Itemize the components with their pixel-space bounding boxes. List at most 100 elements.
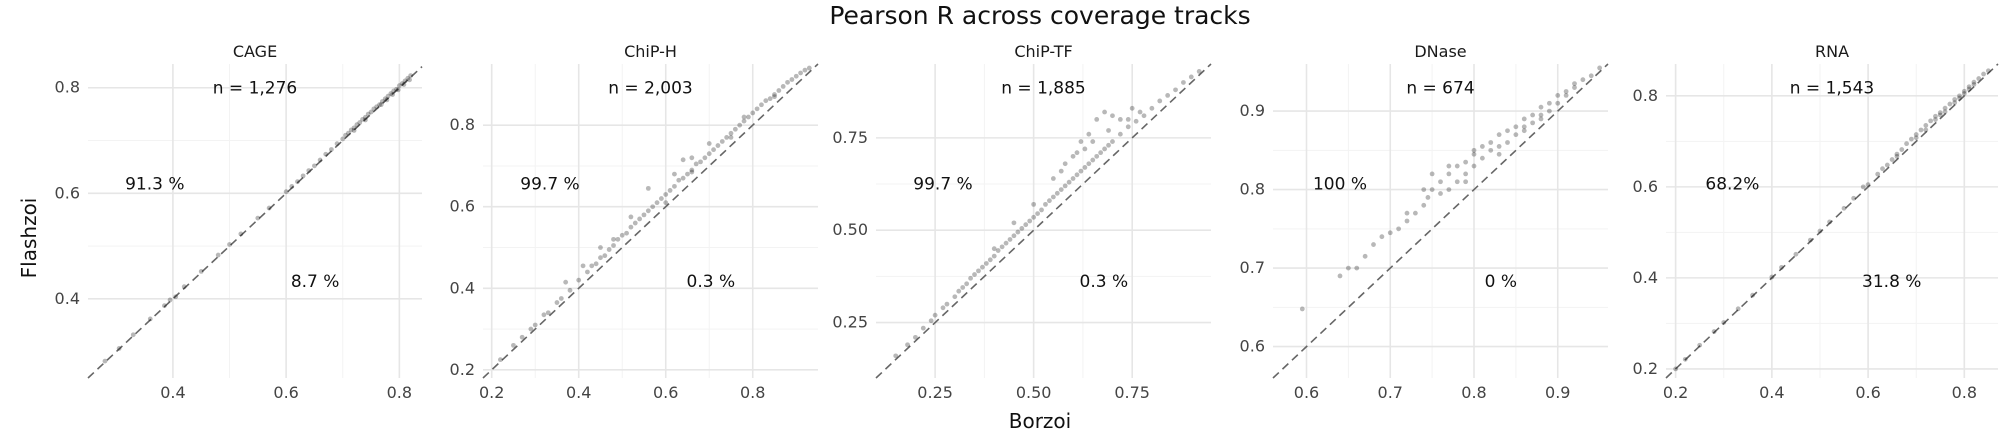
scatter-point	[585, 269, 590, 275]
scatter-point	[689, 167, 695, 173]
y-tick-label: 0.50	[832, 220, 868, 239]
scatter-point	[1538, 104, 1544, 110]
scatter-point	[300, 173, 306, 179]
scatter-point	[1546, 100, 1552, 106]
scatter-point	[1421, 202, 1427, 208]
scatter-point	[772, 94, 777, 100]
scatter-point	[378, 102, 384, 108]
scatter-point	[1563, 89, 1569, 94]
x-tick-label: 0.9	[1545, 383, 1570, 402]
scatter-point	[611, 236, 616, 242]
scatter-point	[1947, 101, 1953, 107]
scatter-point	[1117, 117, 1123, 122]
scatter-point	[706, 151, 712, 157]
scatter-point	[1446, 187, 1452, 193]
x-tick-label: 0.4	[160, 383, 185, 402]
scatter-point	[1942, 109, 1948, 115]
scatter-point	[1082, 165, 1088, 170]
y-tick-label: 0.6	[450, 197, 475, 216]
scatter-point	[1721, 320, 1727, 325]
above-diagonal-percent: 91.3 %	[125, 175, 184, 195]
scatter-point	[976, 268, 981, 274]
scatter-point	[940, 305, 946, 311]
scatter-point	[680, 157, 686, 163]
x-tick-label: 0.6	[1855, 383, 1880, 402]
scatter-point	[329, 147, 334, 152]
scatter-point	[351, 128, 357, 133]
scatter-point	[283, 189, 289, 195]
scatter-point	[348, 127, 354, 133]
scatter-point	[1371, 242, 1376, 247]
scatter-point	[905, 342, 910, 348]
scatter-point	[362, 117, 368, 123]
scatter-point	[1086, 131, 1092, 137]
y-tick-label: 0.2	[1633, 359, 1658, 378]
x-tick-label: 0.6	[1294, 383, 1319, 402]
scatter-point	[371, 106, 377, 112]
scatter-point	[1345, 265, 1351, 271]
facet-panel-cage: 0.4 0.6 0.8 0.4 0.6 0.8 CAGE n = 1,276 91.3 % 8.7…	[55, 42, 423, 402]
scatter-point	[1078, 139, 1084, 144]
scatter-point	[1078, 168, 1084, 174]
scatter-point	[1981, 71, 1986, 77]
scatter-point	[1479, 155, 1485, 161]
scatter-point	[1933, 117, 1938, 122]
scatter-point	[1354, 265, 1360, 271]
n-count-label: n = 1,885	[1001, 79, 1086, 99]
scatter-point	[215, 252, 221, 258]
x-tick-label: 0.2	[1663, 383, 1688, 402]
scatter-point	[663, 192, 669, 197]
scatter-point	[1337, 273, 1343, 279]
scatter-point	[672, 171, 677, 177]
scatter-point	[1588, 73, 1594, 79]
scatter-point	[1173, 87, 1178, 93]
scatter-point	[619, 232, 625, 238]
facet-title: ChiP-H	[624, 42, 677, 61]
scatter-point	[334, 141, 340, 147]
scatter-point	[991, 253, 997, 259]
identity-line	[1665, 63, 1999, 379]
x-tick-label: 0.6	[653, 383, 678, 402]
scatter-point	[102, 358, 108, 364]
scatter-point	[167, 297, 173, 303]
scatter-point	[1058, 187, 1064, 193]
scatter-point	[711, 147, 716, 153]
identity-line	[1272, 63, 1609, 379]
scatter-point	[1546, 108, 1552, 114]
scatter-point	[913, 334, 918, 340]
scatter-point	[116, 346, 122, 351]
scatter-point	[1750, 292, 1756, 298]
scatter-point	[952, 294, 958, 300]
y-tick-label: 0.4	[1633, 268, 1658, 287]
scatter-point	[956, 288, 962, 294]
scatter-point	[1110, 113, 1115, 119]
scatter-point	[968, 275, 973, 281]
scatter-point	[408, 73, 414, 79]
scatter-point	[1454, 163, 1460, 169]
facet-panel-chip-h: 0.2 0.4 0.6 0.8 0.2 0.4 0.6 0.8 ChiP-H n = 2,003 9…	[450, 42, 819, 402]
scatter-point	[1505, 140, 1510, 145]
scatter-point	[1157, 98, 1163, 104]
scatter-point	[362, 114, 368, 120]
scatter-point	[1050, 176, 1056, 181]
scatter-point	[767, 96, 773, 102]
scatter-point	[645, 208, 651, 214]
scatter-point	[667, 188, 673, 193]
scatter-point	[360, 117, 365, 122]
scatter-point	[680, 175, 686, 181]
scatter-point	[1412, 210, 1418, 216]
scatter-point	[1106, 142, 1111, 148]
scatter-point	[1488, 140, 1494, 145]
scatter-point	[323, 151, 329, 157]
scatter-point	[1513, 132, 1519, 138]
scatter-point	[1086, 161, 1092, 167]
scatter-point	[340, 136, 346, 142]
scatter-point	[1396, 226, 1402, 232]
above-diagonal-percent: 68.2%	[1705, 175, 1759, 195]
x-tick-label: 0.8	[740, 383, 765, 402]
x-tick-label: 0.7	[1378, 383, 1403, 402]
scatter-point	[1913, 132, 1919, 137]
n-count-label: n = 2,003	[608, 79, 693, 99]
scatter-point	[1023, 222, 1029, 228]
n-count-label: n = 674	[1406, 79, 1474, 99]
